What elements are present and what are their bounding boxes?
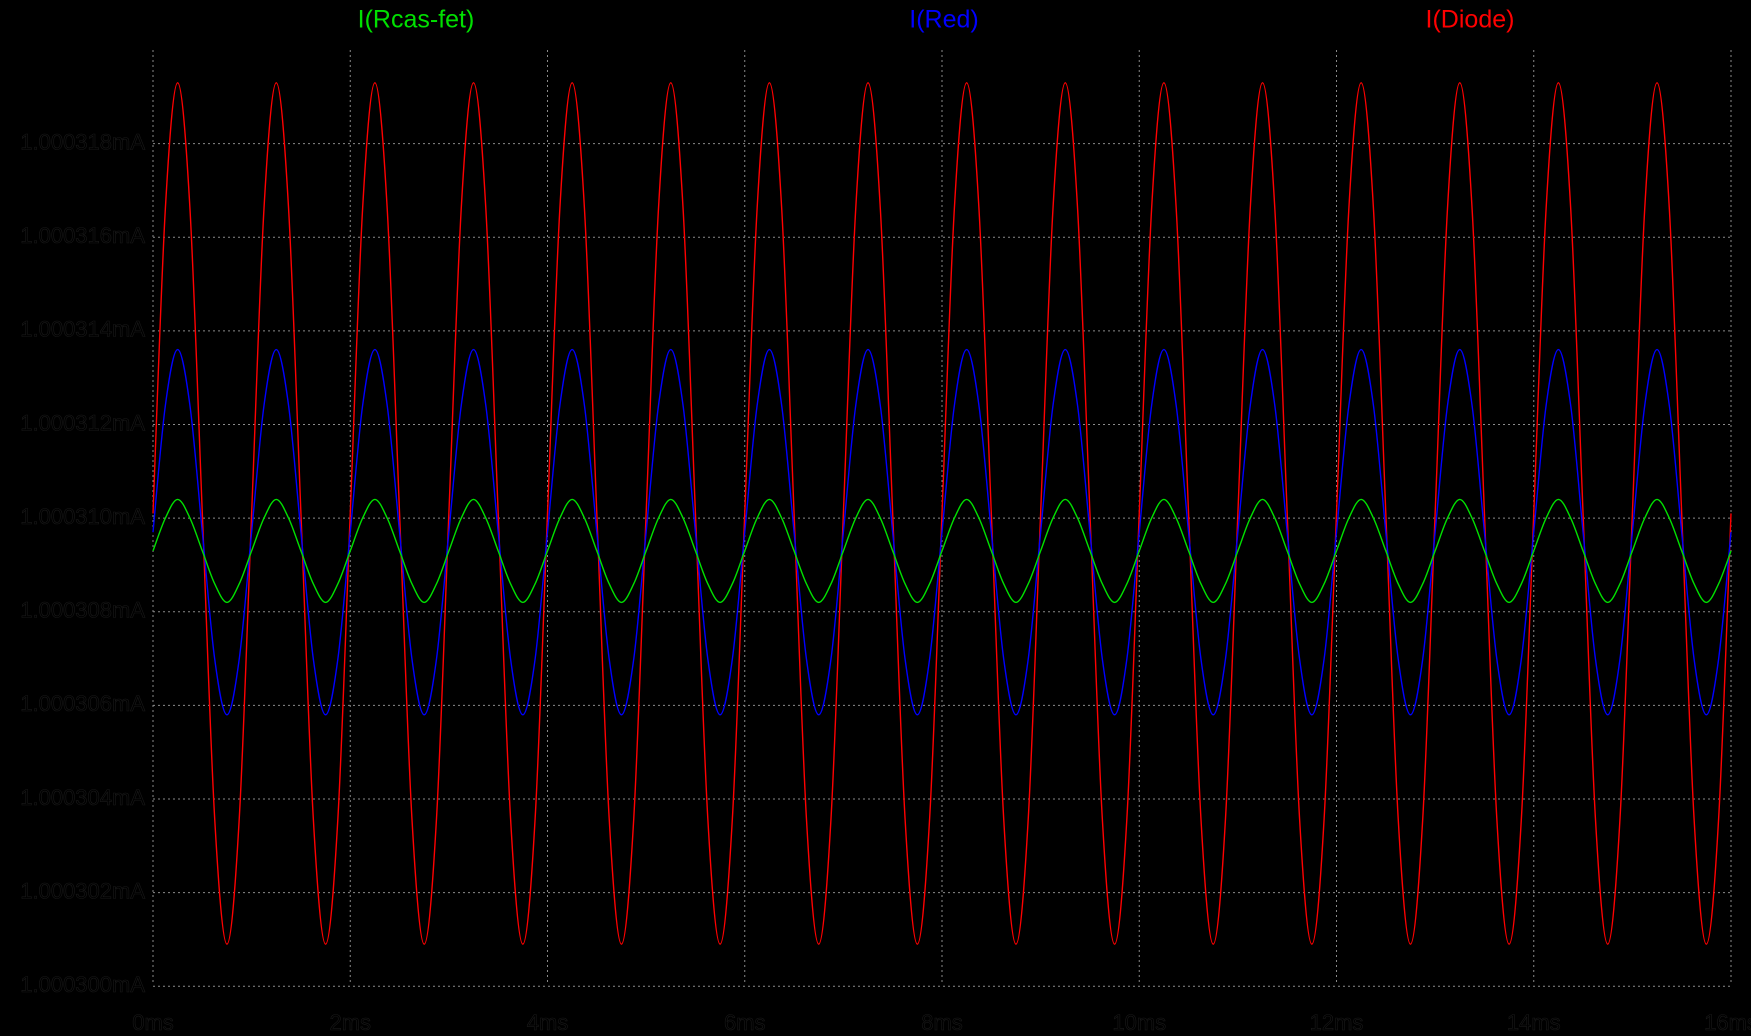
trace: [152, 82, 1732, 945]
trace: [152, 498, 1732, 604]
x-tick-label: 16ms: [1704, 1010, 1751, 1035]
y-tick-label: 1.000304mA: [20, 785, 145, 810]
x-tick-label: 8ms: [921, 1010, 963, 1035]
y-tick-label: 1.000308mA: [20, 598, 145, 623]
trace: [152, 348, 1732, 716]
x-tick-label: 10ms: [1112, 1010, 1166, 1035]
y-tick-label: 1.000306mA: [20, 691, 145, 716]
y-tick-label: 1.000302mA: [20, 878, 145, 903]
legend-entry: I(Red): [909, 6, 978, 34]
x-tick-label: 14ms: [1507, 1010, 1561, 1035]
y-tick-label: 1.000314mA: [20, 317, 145, 342]
y-tick-label: 1.000316mA: [20, 223, 145, 248]
y-tick-label: 1.000310mA: [20, 504, 145, 529]
x-tick-label: 12ms: [1310, 1010, 1364, 1035]
y-tick-label: 1.000312mA: [20, 410, 145, 435]
y-tick-label: 1.000318mA: [20, 129, 145, 154]
x-tick-label: 6ms: [724, 1010, 766, 1035]
y-tick-label: 1.000300mA: [20, 972, 145, 997]
x-tick-label: 0ms: [132, 1010, 174, 1035]
x-tick-label: 2ms: [329, 1010, 371, 1035]
x-tick-label: 4ms: [527, 1010, 569, 1035]
legend-entry: I(Diode): [1426, 6, 1515, 34]
legend-entry: I(Rcas-fet): [358, 6, 475, 34]
